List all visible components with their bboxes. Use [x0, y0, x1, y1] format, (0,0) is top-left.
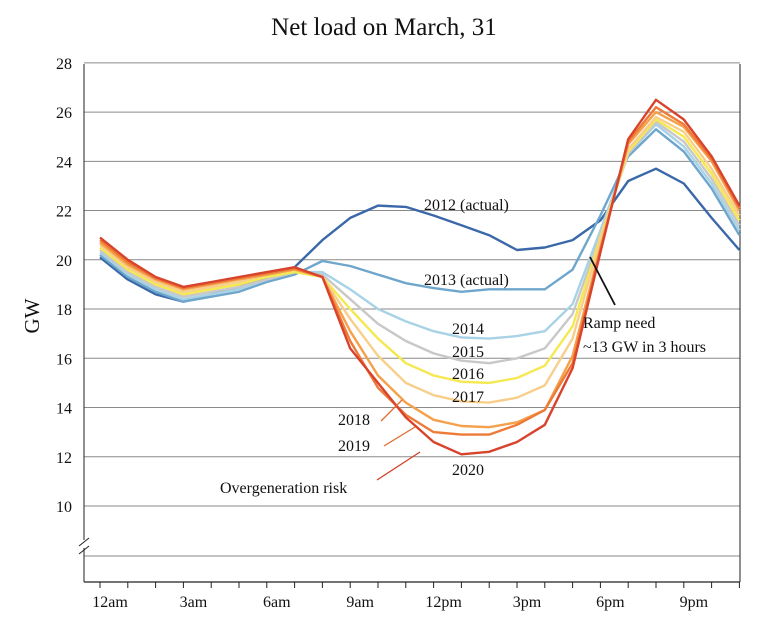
x-tick-label: 9am	[346, 594, 374, 611]
series-label: 2020	[452, 462, 484, 479]
series-label: 2019	[338, 438, 370, 455]
series-labels: 2012 (actual) 2013 (actual) 2014 2015 2016 20…	[338, 197, 509, 479]
series-label: 2018	[338, 412, 370, 429]
series-label: 2013 (actual)	[424, 272, 509, 289]
x-tick-label: 6am	[263, 594, 291, 611]
y-tick-label: 24	[56, 154, 72, 171]
y-tick-label: 12	[56, 450, 72, 467]
x-tick-label: 3am	[180, 594, 208, 611]
series-group	[99, 98, 741, 456]
series-line-2012--actual-	[99, 167, 741, 303]
x-tick-label: 12am	[92, 594, 128, 611]
annotations: Ramp need ~13 GW in 3 hours Overgeneration…	[220, 256, 706, 497]
series-line-2019	[99, 105, 741, 436]
y-tick-label: 18	[56, 302, 72, 319]
y-tick-label: 16	[56, 351, 72, 368]
axes	[78, 64, 741, 588]
series-label: 2015	[452, 344, 484, 361]
leader-2019	[383, 426, 416, 447]
y-tick-label: 20	[56, 253, 72, 270]
ramp-leader-line	[589, 256, 616, 306]
series-label: 2017	[452, 389, 484, 406]
y-tick-label: 28	[56, 56, 72, 73]
overgeneration-label: Overgeneration risk	[220, 480, 347, 497]
x-tick-label: 12pm	[425, 594, 462, 611]
series-line-2014	[99, 123, 741, 340]
y-tick-label: 22	[56, 204, 72, 221]
axis-break-mark	[78, 545, 90, 555]
y-tick-label: 14	[56, 401, 72, 418]
series-line-2017	[99, 115, 741, 404]
x-tick-label: 3pm	[513, 594, 542, 611]
axis-break-mark	[78, 537, 90, 547]
series-label: 2012 (actual)	[424, 197, 509, 214]
series-line-2013--actual-	[99, 128, 741, 303]
ramp-amount-label: ~13 GW in 3 hours	[583, 339, 706, 356]
series-label: 2016	[452, 366, 484, 383]
chart-title: Net load on March, 31	[271, 14, 497, 41]
leader-2018	[380, 399, 403, 422]
series-line-2016	[99, 118, 741, 385]
y-tick-label: 10	[56, 499, 72, 516]
x-tick-label: 9pm	[680, 594, 709, 611]
series-line-2018	[99, 110, 741, 429]
leader-overgeneration	[376, 451, 421, 481]
series-line-2020	[99, 98, 741, 456]
ramp-need-label: Ramp need	[583, 315, 655, 332]
series-label: 2014	[452, 321, 484, 338]
y-tick-label: 26	[56, 105, 72, 122]
tick-labels: 10 12 14 16 18 20 22 24 26 28 12am 3am 6am 9am 12pm 3pm…	[56, 56, 709, 611]
series-line-2015	[99, 120, 741, 365]
x-tick-label: 6pm	[596, 594, 625, 611]
